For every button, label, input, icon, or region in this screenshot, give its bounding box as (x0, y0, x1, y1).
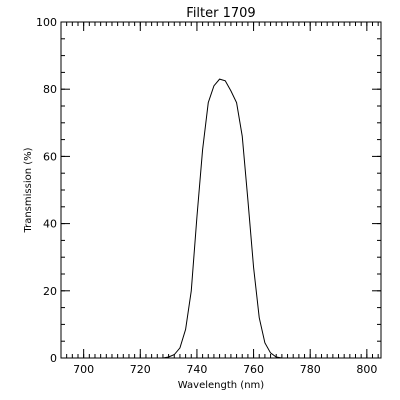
x-tick-label: 800 (356, 363, 377, 376)
x-tick-label: 780 (300, 363, 321, 376)
y-tick-label: 20 (43, 285, 57, 298)
x-tick-label: 740 (186, 363, 207, 376)
tick-labels: 700 720 740 760 780 800 0 20 40 60 80 100 (36, 16, 377, 376)
y-tick-label: 0 (50, 352, 57, 365)
series-line (157, 78, 294, 359)
y-tick-label: 40 (43, 218, 57, 231)
x-tick-label: 700 (73, 363, 94, 376)
plot-frame (60, 21, 382, 359)
x-tick-label: 720 (130, 363, 151, 376)
y-axis-label: Transmission (%) (23, 147, 34, 233)
y-tick-label: 100 (36, 16, 57, 29)
x-tick-label: 760 (243, 363, 264, 376)
y-tick-label: 60 (43, 150, 57, 163)
y-tick-label: 80 (43, 83, 57, 96)
x-axis-label: Wavelength (nm) (178, 380, 264, 391)
chart-title: Filter 1709 (186, 6, 255, 21)
axis-ticks (60, 21, 381, 359)
